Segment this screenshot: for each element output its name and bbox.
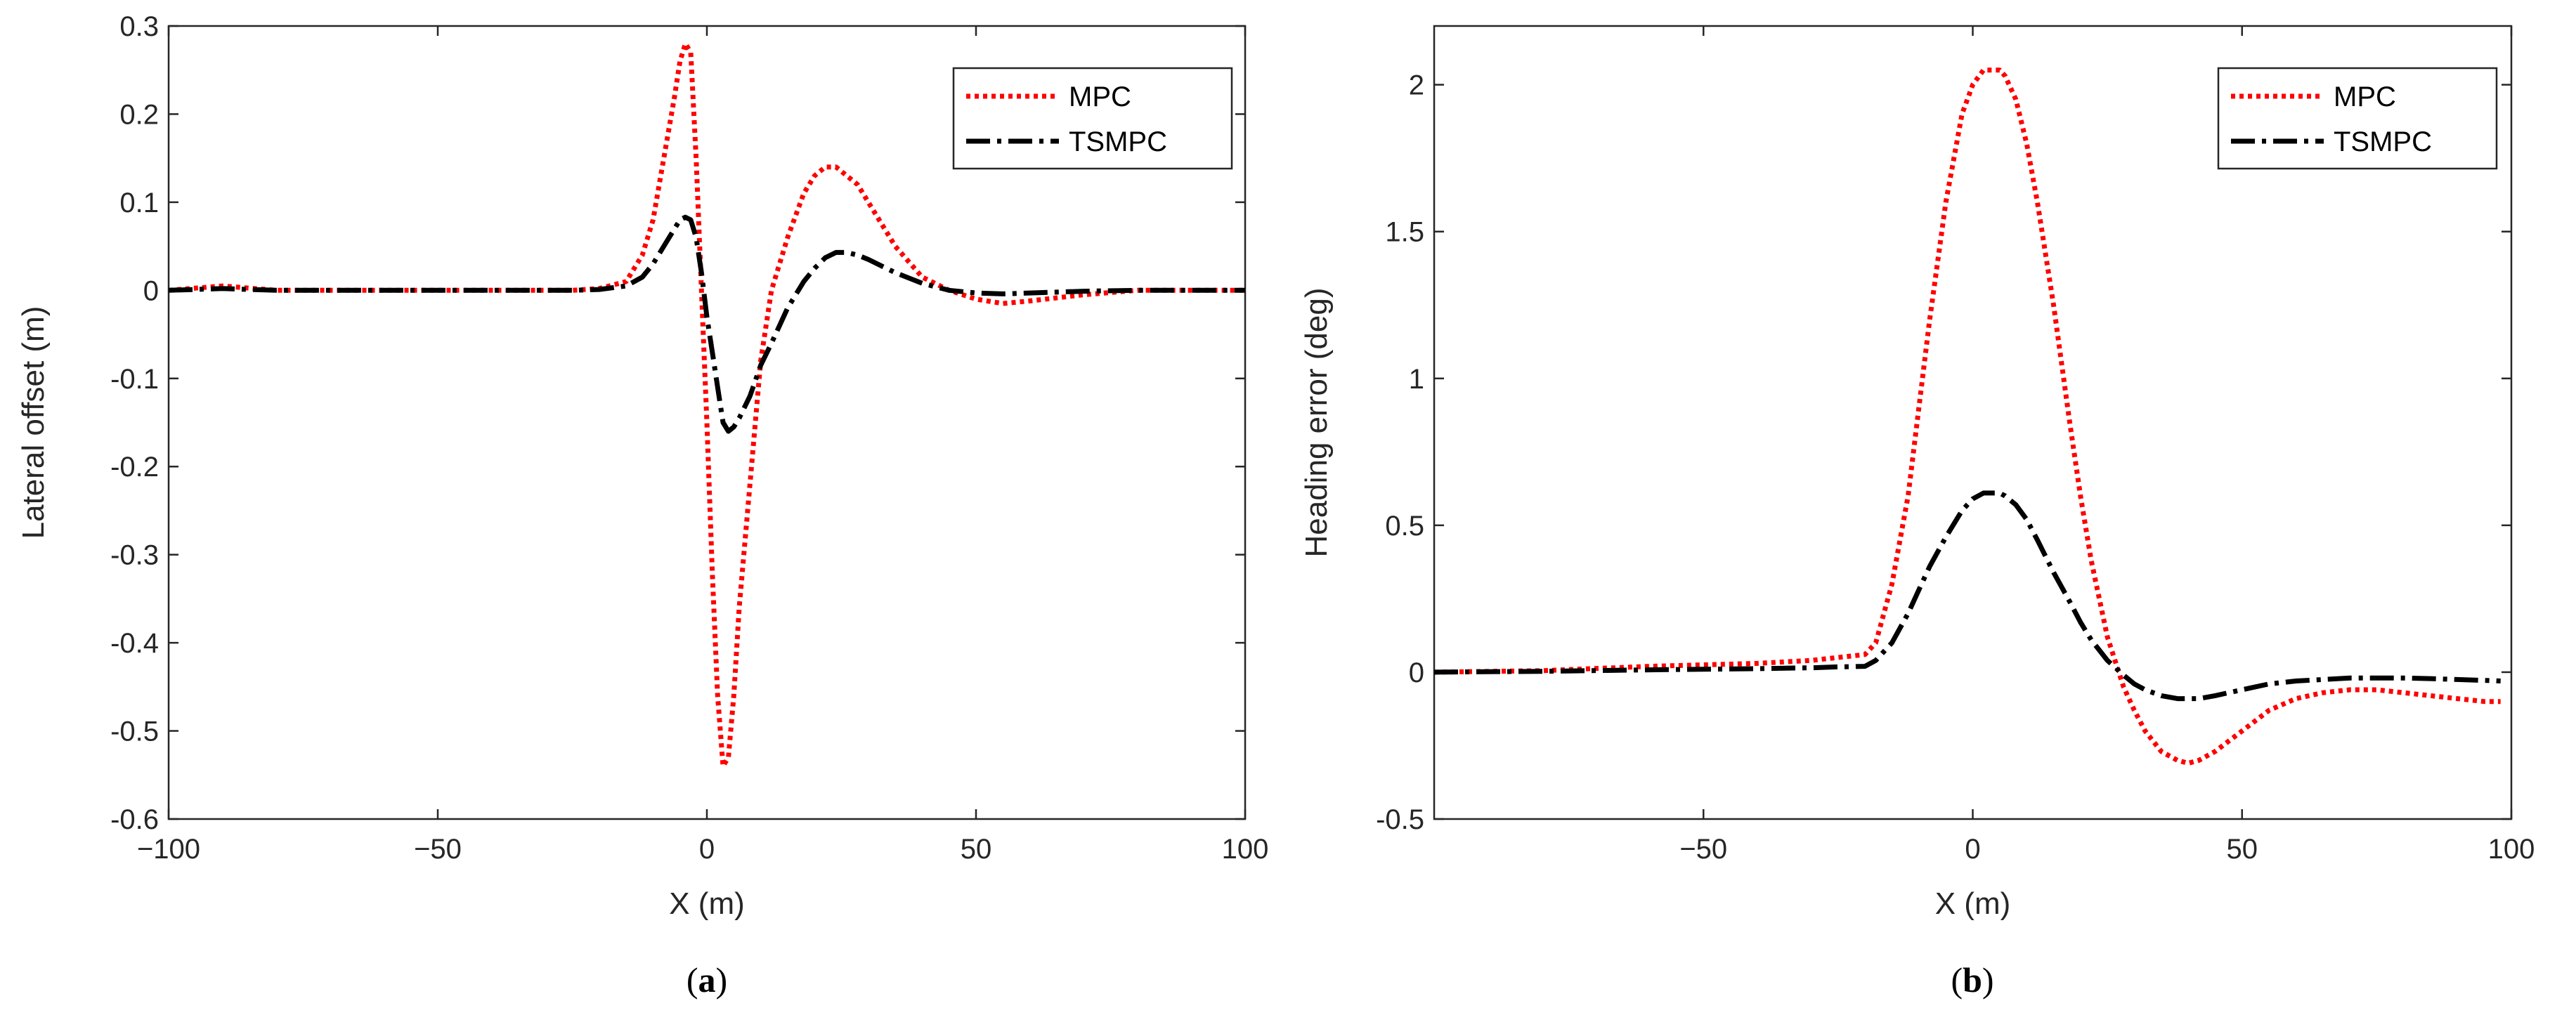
legend-label-tsmpc: TSMPC — [2334, 126, 2432, 157]
legend-box — [952, 67, 1233, 170]
x-tick-label: −100 — [137, 834, 200, 865]
y-tick-label: -0.4 — [110, 628, 159, 659]
chart-a: −100 −50 0 50 100 0.3 0.2 0.1 0 -0.1 -0.2 -0.3 -0.4 -… — [16, 11, 1268, 1000]
legend-label-mpc: MPC — [2334, 81, 2396, 112]
y-tick-label: 0.3 — [119, 11, 159, 42]
y-tick-label: 2 — [1409, 70, 1424, 101]
y-axis-label: Lateral offset (m) — [16, 306, 51, 539]
series-line-mpc — [169, 41, 1245, 769]
chart-b: −50 0 50 100 2 1.5 1 0.5 0 -0.5 MPC TSMPC X (m) Headi… — [1299, 25, 2535, 1000]
x-axis-label: X (m) — [1935, 886, 2011, 921]
y-tick-label: 0.1 — [119, 188, 159, 218]
y-tick-label: -0.1 — [110, 364, 159, 395]
x-tick-label: 100 — [1222, 834, 1269, 865]
y-tick-label: -0.6 — [110, 804, 159, 835]
x-tick-label: 0 — [1965, 834, 1980, 865]
x-axis-label: X (m) — [669, 886, 745, 921]
y-tick-label: 0.2 — [119, 99, 159, 130]
y-tick-label: 0 — [1409, 657, 1424, 688]
x-tick-label: −50 — [1679, 834, 1727, 865]
y-tick-label: 1.5 — [1385, 217, 1424, 248]
series-line-tsmpc — [169, 214, 1245, 434]
x-tick-label: −50 — [414, 834, 462, 865]
y-axis-label: Heading error (deg) — [1299, 288, 1334, 558]
x-tick-label: 0 — [699, 834, 715, 865]
series-line-mpc — [1434, 67, 2501, 766]
x-tick-label: 50 — [2227, 834, 2258, 865]
x-tick-label: 100 — [2488, 834, 2535, 865]
y-tick-label: -0.3 — [110, 540, 159, 571]
legend-label-tsmpc: TSMPC — [1069, 126, 1167, 157]
y-tick-label: 1 — [1409, 364, 1424, 395]
y-tick-label: -0.2 — [110, 452, 159, 483]
y-tick-label: 0 — [143, 275, 159, 306]
panel-caption: (a) — [687, 960, 727, 1000]
legend-box — [2217, 67, 2498, 170]
legend-label-mpc: MPC — [1069, 81, 1131, 112]
y-tick-label: 0.5 — [1385, 511, 1424, 542]
y-tick-label: -0.5 — [110, 716, 159, 747]
series-line-tsmpc — [1434, 490, 2501, 702]
x-tick-label: 50 — [961, 834, 992, 865]
y-tick-label: -0.5 — [1376, 804, 1424, 835]
panel-caption: (b) — [1951, 960, 1993, 1000]
